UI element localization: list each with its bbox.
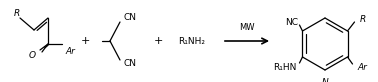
Text: N: N [322,78,328,82]
Text: MW: MW [239,22,255,31]
Text: CN: CN [123,14,136,22]
Text: R₁NH₂: R₁NH₂ [178,36,206,46]
Text: R: R [359,15,366,24]
Text: +: + [153,36,163,46]
Text: O: O [29,51,36,61]
Text: Ar: Ar [65,47,75,56]
Text: Ar: Ar [358,62,367,72]
Text: R: R [14,10,20,19]
Text: +: + [80,36,90,46]
Text: R₁HN: R₁HN [273,62,296,72]
Text: CN: CN [123,60,136,68]
Text: NC: NC [285,19,299,27]
